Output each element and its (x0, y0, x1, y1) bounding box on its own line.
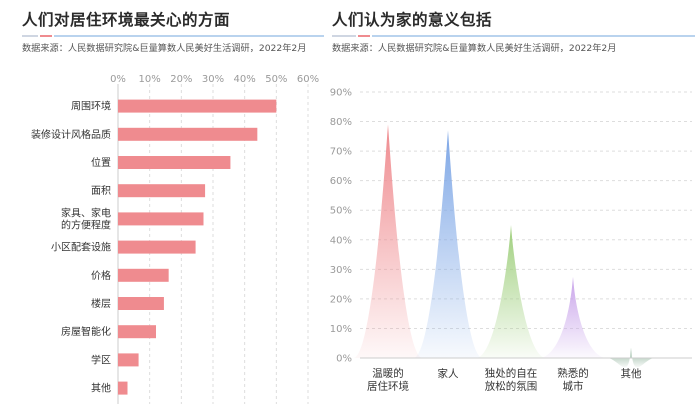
category-label-line: 其他 (91, 382, 111, 395)
x-tick-label: 10% (139, 74, 161, 85)
category-label: 价格 (91, 269, 111, 282)
category-label-line: 城市 (563, 380, 584, 393)
category-label-line: 家人 (438, 367, 459, 380)
bar-chart: 0% 10% 20% 30% 40% 50% 60% 周围环境装修设计风格品质位置面积家具、家… (31, 74, 319, 404)
y-tick-label: 90% (330, 88, 352, 99)
category-label-line: 装修设计风格品质 (31, 128, 111, 141)
peak (541, 276, 605, 358)
category-label-line: 面积 (91, 185, 111, 197)
category-label: 楼层 (91, 297, 111, 310)
category-label: 其他 (91, 382, 111, 395)
y-tick-label: 20% (330, 294, 352, 305)
category-label-line: 周围环境 (71, 100, 111, 113)
x-tick-label: 0% (110, 74, 126, 85)
category-label-line: 其他 (621, 367, 642, 380)
peak-chart: 0% 10% 20% 30% 40% 50% 60% 70% 80% 90% 温暖的居住环境 家人 独处… (330, 88, 692, 393)
peak (477, 225, 545, 358)
category-label-line: 的方便程度 (61, 218, 111, 231)
category-label-line: 独处的自在 (485, 367, 538, 380)
left-title-rule-gray (22, 35, 38, 37)
category-label-line: 学区 (91, 353, 111, 366)
bar (118, 99, 277, 113)
y-tick-label: 80% (330, 117, 352, 128)
right-chart-panel: 人们认为家的意义包括 数据来源：人民数据研究院&巨量算数人民美好生活调研，202… (330, 0, 700, 417)
category-label-line: 楼层 (91, 297, 111, 310)
category-label: 其他 (621, 367, 642, 380)
category-label-line: 居住环境 (367, 380, 409, 393)
category-label-line: 小区配套设施 (51, 241, 111, 254)
category-label-line: 熟悉的 (557, 367, 589, 380)
x-tick-label: 60% (297, 74, 319, 85)
y-tick-label: 0% (336, 354, 352, 365)
category-label: 温暖的居住环境 (367, 367, 409, 393)
y-tick-label: 30% (330, 265, 352, 276)
right-title-rule-red (358, 35, 370, 37)
y-tick-label: 70% (330, 147, 352, 158)
category-label-line: 价格 (91, 269, 111, 282)
bar (118, 325, 156, 339)
y-tick-label: 40% (330, 235, 352, 246)
y-tick-label: 60% (330, 176, 352, 187)
left-title-rule-red (40, 35, 52, 37)
bar (118, 353, 139, 367)
right-title-rule-blue (372, 35, 695, 37)
bar (118, 184, 206, 198)
category-label: 位置 (91, 156, 111, 169)
bar (118, 240, 196, 254)
y-tick-label: 10% (330, 324, 352, 335)
x-tick-label: 20% (170, 74, 192, 85)
left-chart-panel: 人们对居住环境最关心的方面 数据来源：人民数据研究院&巨量算数人民美好生活调研，… (0, 0, 330, 417)
category-label: 房屋智能化 (61, 325, 111, 338)
category-label-line: 温暖的 (372, 367, 404, 380)
bar (118, 127, 258, 141)
category-label: 学区 (91, 353, 111, 366)
y-tick-label: 50% (330, 206, 352, 217)
category-label: 周围环境 (71, 100, 111, 113)
category-label: 装修设计风格品质 (31, 128, 111, 141)
category-label: 独处的自在放松的氛围 (485, 367, 538, 393)
peak (354, 124, 422, 358)
x-tick-label: 40% (234, 74, 256, 85)
left-chart-title: 人们对居住环境最关心的方面 (22, 11, 231, 29)
left-title-rule-blue (54, 35, 324, 37)
right-chart-title: 人们认为家的意义包括 (332, 11, 493, 29)
category-label-line: 放松的氛围 (485, 380, 538, 393)
category-label: 熟悉的城市 (557, 367, 589, 393)
category-label: 小区配套设施 (51, 241, 111, 254)
x-tick-label: 50% (265, 74, 287, 85)
category-label-line: 家具、家电 (61, 206, 111, 219)
bar (118, 156, 231, 169)
category-label-line: 房屋智能化 (61, 325, 111, 338)
bar (118, 297, 164, 310)
x-tick-label: 30% (202, 74, 224, 85)
right-title-rule-gray (332, 35, 356, 37)
bar (118, 212, 204, 226)
left-chart-source: 数据来源：人民数据研究院&巨量算数人民美好生活调研，2022年2月 (22, 43, 307, 54)
category-label: 面积 (91, 185, 111, 197)
category-label: 家人 (438, 367, 459, 380)
category-label: 家具、家电的方便程度 (61, 206, 111, 231)
category-label-line: 位置 (91, 156, 111, 169)
bar (118, 268, 169, 282)
right-chart-source: 数据来源：人民数据研究院&巨量算数人民美好生活调研，2022年2月 (332, 43, 617, 54)
bar (118, 381, 128, 395)
peak (414, 130, 482, 358)
